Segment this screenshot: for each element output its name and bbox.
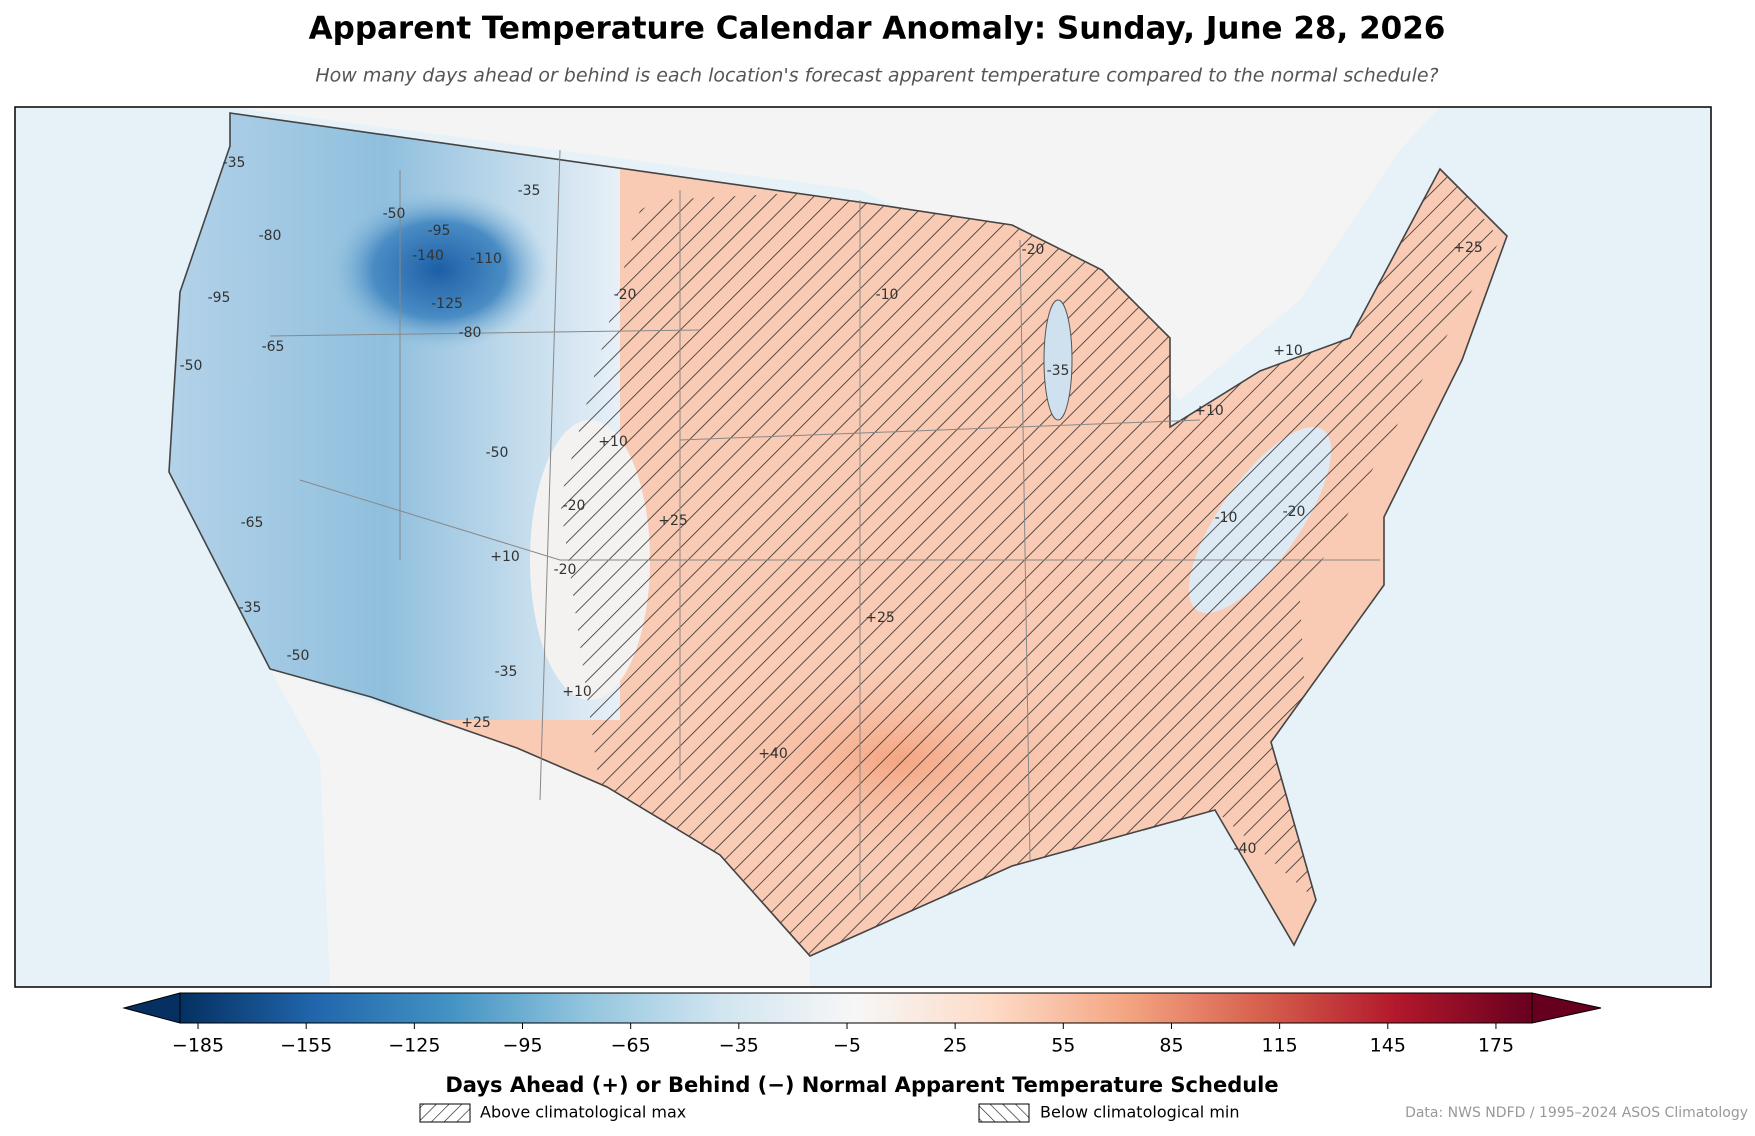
colorbar-tick-label: −65	[611, 1035, 651, 1057]
legend-label: Below climatological min	[1040, 1103, 1240, 1122]
contour-label: -50	[180, 358, 203, 374]
mexico	[270, 669, 810, 987]
contour-label: -35	[1047, 363, 1070, 379]
lake	[1043, 299, 1073, 421]
title: Apparent Temperature Calendar Anomaly: S…	[309, 11, 1446, 47]
contour-label: -35	[239, 600, 262, 616]
contour-label: -65	[262, 339, 285, 355]
map-frame	[14, 106, 1712, 988]
contour-label: -65	[241, 515, 264, 531]
contour-label: -20	[1022, 242, 1045, 258]
colorbar-tick-label: −5	[833, 1035, 861, 1057]
contour-label: -20	[614, 287, 637, 303]
colorbar-tick-label: 55	[1051, 1035, 1075, 1057]
contour-label: -80	[459, 325, 482, 341]
contour-label: +25	[1453, 240, 1483, 256]
colorbar-tick-label: 85	[1159, 1035, 1183, 1057]
contour-label: -35	[518, 183, 541, 199]
contour-label: -35	[495, 664, 518, 680]
contour-label: +10	[490, 549, 520, 565]
contour-label: -80	[259, 228, 282, 244]
contour-label: -95	[428, 223, 451, 239]
colorbar-extend-high	[1531, 992, 1602, 1024]
state-lines	[269, 149, 1380, 900]
contour-label: -50	[287, 648, 310, 664]
colorbar-tick-label: 175	[1478, 1035, 1514, 1057]
contour-label: -20	[554, 562, 577, 578]
colorbar-tick-label: −35	[719, 1035, 759, 1057]
us-outline	[168, 112, 1508, 957]
contour-label: +10	[598, 434, 628, 450]
colorbar-tick-label: 115	[1261, 1035, 1297, 1057]
contour-label: -35	[223, 155, 246, 171]
colorbar-label: Days Ahead (+) or Behind (−) Normal Appa…	[445, 1073, 1278, 1097]
contour-label: -10	[1215, 510, 1238, 526]
legend-swatch	[978, 1103, 1030, 1123]
subtitle: How many days ahead or behind is each lo…	[315, 65, 1438, 87]
contour-label: -110	[470, 251, 502, 267]
contour-label: +25	[658, 513, 688, 529]
source-note: Data: NWS NDFD / 1995–2024 ASOS Climatol…	[1405, 1105, 1748, 1121]
contour-label: -125	[431, 296, 463, 312]
contour-labels: -35 -50 -95 -140 -110 -125 -80 -65 -35 -80 -95 -50 -…	[180, 155, 1483, 857]
contour-label: +10	[1273, 343, 1303, 359]
colorbar-tick-label: 25	[943, 1035, 967, 1057]
contour-label: +10	[562, 684, 592, 700]
colorbar-extend-low	[122, 992, 181, 1024]
colorbar-body	[179, 992, 1533, 1024]
canada	[15, 107, 1440, 400]
colorbar: −185 −155 −125 −95 −65 −35 −5 25 55 85 115 145 175	[122, 992, 1602, 1057]
colorbar-tick-label: 145	[1370, 1035, 1406, 1057]
contour-label: -40	[1234, 841, 1257, 857]
contour-label: -50	[383, 206, 406, 222]
contour-label: -20	[1283, 504, 1306, 520]
contour-label: +40	[758, 746, 788, 762]
contour-label: -10	[876, 287, 899, 303]
contour-label: +10	[1194, 403, 1224, 419]
contour-label: -95	[208, 290, 231, 306]
legend-label: Above climatological max	[480, 1103, 686, 1122]
colorbar-tick-label: −155	[280, 1035, 332, 1057]
colorbar-tick-label: −125	[388, 1035, 440, 1057]
contour-label: +25	[865, 610, 895, 626]
contour-label: +25	[461, 715, 491, 731]
legend-swatch	[419, 1103, 471, 1123]
contour-label: -140	[412, 248, 444, 264]
contour-label: -20	[563, 498, 586, 514]
colorbar-tick-label: −95	[502, 1035, 542, 1057]
contour-label: -50	[486, 445, 509, 461]
colorbar-tick-label: −185	[172, 1035, 224, 1057]
map: -35 -50 -95 -140 -110 -125 -80 -65 -35 -80 -95 -50 -…	[14, 106, 1712, 988]
